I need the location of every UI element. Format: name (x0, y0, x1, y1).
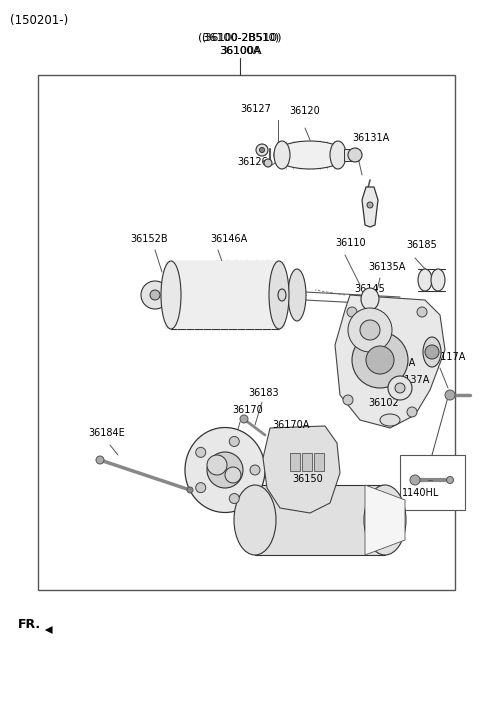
Text: 36100A: 36100A (220, 46, 260, 56)
Polygon shape (263, 426, 340, 513)
Text: 36100A: 36100A (219, 46, 261, 56)
Circle shape (348, 308, 392, 352)
Circle shape (352, 332, 408, 388)
Circle shape (407, 407, 417, 417)
Bar (165, 261, 285, 329)
Text: 36170A: 36170A (272, 420, 310, 430)
Bar (38, 75, 455, 590)
Text: 36183: 36183 (248, 388, 278, 398)
Text: 36102: 36102 (368, 398, 399, 408)
Text: 36145: 36145 (354, 284, 385, 294)
Ellipse shape (361, 288, 379, 310)
Text: (150201-): (150201-) (10, 14, 68, 27)
Ellipse shape (380, 414, 400, 426)
Text: 36127: 36127 (240, 104, 271, 114)
Circle shape (187, 487, 193, 493)
Text: (36100-2B510): (36100-2B510) (201, 32, 279, 42)
Circle shape (225, 467, 241, 483)
Circle shape (207, 455, 227, 475)
Circle shape (196, 483, 206, 493)
Text: 36131A: 36131A (352, 133, 389, 143)
Bar (314, 453, 324, 471)
Ellipse shape (269, 261, 289, 329)
Text: 36146A: 36146A (210, 234, 247, 244)
Text: 36170: 36170 (232, 405, 263, 415)
Circle shape (256, 144, 268, 156)
Ellipse shape (423, 337, 441, 367)
Circle shape (264, 159, 272, 167)
Text: 36117A: 36117A (428, 352, 466, 362)
Text: 36126: 36126 (238, 157, 268, 167)
Ellipse shape (274, 141, 346, 169)
Ellipse shape (364, 485, 406, 555)
Ellipse shape (288, 269, 306, 321)
Polygon shape (362, 187, 378, 227)
Circle shape (229, 494, 239, 503)
Circle shape (410, 475, 420, 485)
Circle shape (367, 202, 373, 208)
Bar (400, 455, 465, 510)
Circle shape (360, 320, 380, 340)
Ellipse shape (330, 141, 346, 169)
Polygon shape (335, 295, 445, 428)
Circle shape (207, 452, 243, 488)
Circle shape (395, 383, 405, 393)
Text: 36184E: 36184E (88, 428, 125, 438)
Circle shape (141, 281, 169, 309)
Text: 1140HL: 1140HL (402, 488, 439, 498)
Circle shape (150, 290, 160, 300)
Circle shape (417, 307, 427, 317)
Circle shape (425, 345, 439, 359)
Bar (290, 453, 300, 471)
Circle shape (347, 307, 357, 317)
Bar (255, 485, 385, 555)
Circle shape (366, 346, 394, 374)
Bar (302, 453, 312, 471)
Text: 36152B: 36152B (130, 234, 168, 244)
Text: 36185: 36185 (406, 240, 437, 250)
Circle shape (229, 437, 239, 446)
Text: 36137A: 36137A (392, 375, 430, 385)
Text: 36120: 36120 (289, 106, 320, 116)
Circle shape (388, 376, 412, 400)
Circle shape (240, 415, 248, 423)
Text: 36138A: 36138A (378, 358, 415, 368)
Bar (344, 149, 358, 161)
Text: 36150: 36150 (293, 474, 324, 484)
Text: FR.: FR. (18, 618, 41, 631)
Circle shape (96, 456, 104, 464)
Text: 36135A: 36135A (368, 262, 406, 272)
Ellipse shape (274, 141, 290, 169)
Ellipse shape (161, 261, 181, 329)
Circle shape (250, 465, 260, 475)
Circle shape (196, 447, 206, 458)
Circle shape (446, 477, 454, 484)
Ellipse shape (234, 485, 276, 555)
Ellipse shape (278, 289, 286, 301)
Ellipse shape (185, 428, 265, 512)
Text: (36100-2B510): (36100-2B510) (198, 32, 282, 42)
Polygon shape (365, 485, 405, 555)
Circle shape (260, 147, 264, 152)
Ellipse shape (431, 269, 445, 291)
Circle shape (348, 148, 362, 162)
Circle shape (343, 395, 353, 405)
Ellipse shape (418, 269, 432, 291)
Text: 36110: 36110 (335, 238, 366, 248)
Circle shape (445, 390, 455, 400)
